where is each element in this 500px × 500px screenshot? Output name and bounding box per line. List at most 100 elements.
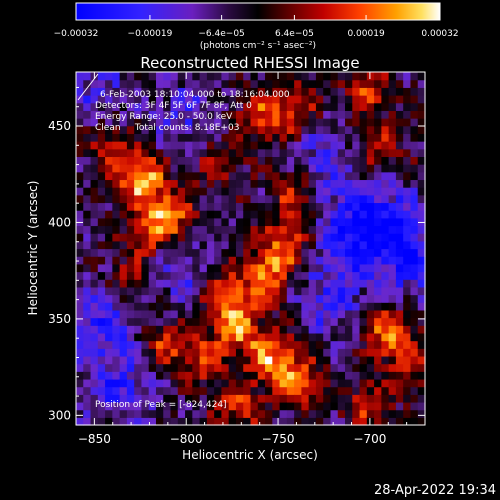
heatmap-cell [228,325,237,334]
heatmap-cell [112,371,121,380]
heatmap-cell [308,240,317,250]
heatmap-cell [381,394,390,403]
heatmap-cell [345,401,353,411]
heatmap-cell [294,256,302,265]
heatmap-cell [279,164,288,173]
heatmap-cell [301,409,310,418]
heatmap-cell [301,286,310,296]
heatmap-cell [141,179,150,188]
heatmap-cell [90,355,99,365]
heatmap-cell [403,110,412,119]
heatmap-cell [301,332,310,342]
y-tick-label: 450 [48,119,71,133]
heatmap-cell [163,87,172,96]
heatmap-cell [308,118,317,127]
heatmap-cell [155,79,164,88]
heatmap-cell [243,279,252,288]
heatmap-cell [163,409,172,418]
heatmap-cell [279,194,288,204]
heatmap-cell [90,240,99,250]
heatmap-cell [381,148,390,158]
heatmap-cell [395,217,404,227]
heatmap-cell [352,355,361,365]
heatmap-cell [163,294,172,303]
heatmap-cell [345,148,353,158]
heatmap-cell [301,79,310,88]
heatmap-cell [410,371,419,380]
colorbar-tick-label: −6.4e−05 [198,29,244,39]
heatmap-cell [163,72,172,81]
heatmap-cell [410,256,419,265]
heatmap-cell [337,202,346,211]
heatmap-cell [294,118,302,127]
heatmap-cell [417,202,426,211]
heatmap-cell [301,72,310,81]
heatmap-cell [286,72,295,81]
heatmap-cell [119,110,128,119]
heatmap-cell [388,271,397,280]
heatmap-cell [381,110,390,119]
heatmap-cell [185,286,193,296]
heatmap-cell [141,110,150,119]
heatmap-cell [315,225,324,234]
heatmap-cell [148,355,157,365]
heatmap-cell [403,102,412,111]
colorbar-tick-label: 0.00019 [347,29,384,39]
heatmap-cell [134,87,143,96]
heatmap-cell [243,95,252,104]
heatmap-cell [228,72,237,81]
heatmap-cell [388,194,397,204]
heatmap-cell [265,225,273,234]
heatmap-cell [301,256,310,265]
heatmap-cell [395,118,404,127]
heatmap-cell [265,125,273,134]
heatmap-cell [243,294,252,303]
heatmap-cell [141,133,150,142]
heatmap-cell [170,371,179,380]
heatmap-cell [279,156,288,165]
heatmap-cell [141,102,150,111]
heatmap-cell [395,202,404,211]
heatmap-cell [141,202,150,211]
heatmap-cell [250,401,259,411]
heatmap-cell [90,179,99,188]
heatmap-cell [90,317,99,326]
heatmap-cell [359,417,368,426]
heatmap-cell [105,110,113,119]
heatmap-cell [381,133,390,142]
heatmap-cell [170,141,179,150]
heatmap-cell [148,363,157,372]
heatmap-cell [279,202,288,211]
heatmap-cell [76,294,84,303]
heatmap-cell [90,217,99,227]
heatmap-cell [345,217,353,227]
heatmap-cell [170,217,179,227]
heatmap-cell [294,363,302,372]
heatmap-cell [134,202,143,211]
heatmap-cell [90,279,99,288]
heatmap-cell [403,294,412,303]
heatmap-cell [279,125,288,134]
heatmap-cell [90,148,99,158]
heatmap-cell [148,417,157,426]
heatmap-cell [235,378,244,388]
heatmap-cell [395,225,404,234]
heatmap-cell [345,125,353,134]
heatmap-cell [199,256,208,265]
heatmap-cell [206,79,215,88]
heatmap-cell [155,225,164,234]
heatmap-cell [410,294,419,303]
heatmap-cell [221,355,230,365]
heatmap-cell [345,87,353,96]
heatmap-cell [279,348,288,357]
heatmap-cell [177,72,186,81]
heatmap-cell [388,409,397,418]
heatmap-cell [228,210,237,219]
heatmap-cell [265,72,273,81]
heatmap-cell [250,409,259,418]
heatmap-cell [112,417,121,426]
heatmap-cell [323,141,332,150]
heatmap-cell [141,325,150,334]
heatmap-cell [214,317,223,326]
heatmap-cell [301,164,310,173]
